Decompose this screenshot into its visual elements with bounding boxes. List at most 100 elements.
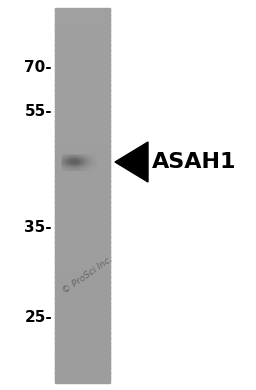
Bar <box>55 211 110 213</box>
Bar <box>77 166 78 167</box>
Bar <box>92 162 93 163</box>
Bar <box>88 164 89 165</box>
Bar <box>90 155 91 156</box>
Bar <box>94 160 95 161</box>
Bar <box>87 167 88 168</box>
Bar <box>55 227 110 229</box>
Bar <box>92 166 93 167</box>
Bar <box>93 161 94 162</box>
Bar <box>55 244 110 245</box>
Bar <box>70 168 71 169</box>
Bar <box>74 164 76 165</box>
Bar <box>73 157 74 158</box>
Bar <box>67 159 68 160</box>
Bar <box>79 166 80 167</box>
Bar <box>55 242 110 244</box>
Bar <box>55 51 110 53</box>
Bar <box>65 159 66 160</box>
Bar <box>69 155 70 156</box>
Bar <box>66 165 67 166</box>
Bar <box>88 163 89 164</box>
Bar <box>77 164 78 165</box>
Bar <box>83 168 84 169</box>
Bar <box>73 168 74 169</box>
Bar <box>72 160 73 161</box>
Bar <box>67 158 68 159</box>
Bar <box>78 161 79 162</box>
Bar <box>80 162 81 163</box>
Bar <box>87 168 88 169</box>
Bar <box>70 156 71 157</box>
Bar <box>82 159 83 160</box>
Bar <box>92 158 93 159</box>
Bar <box>94 166 95 167</box>
Bar <box>93 157 94 158</box>
Bar <box>90 165 91 166</box>
Bar <box>72 158 73 159</box>
Bar <box>55 55 110 57</box>
Bar <box>85 162 86 163</box>
Bar <box>69 163 70 164</box>
Bar <box>82 161 83 162</box>
Bar <box>84 160 86 161</box>
Bar <box>75 162 76 163</box>
Bar <box>74 157 75 158</box>
Bar <box>55 345 110 346</box>
Bar <box>88 167 89 168</box>
Bar <box>69 158 70 159</box>
Bar <box>80 155 81 156</box>
Bar <box>55 310 110 312</box>
Bar <box>94 158 95 159</box>
Bar <box>87 162 88 163</box>
Bar <box>91 161 92 162</box>
Bar <box>55 33 110 35</box>
Bar <box>55 250 110 252</box>
Bar <box>64 167 65 168</box>
Bar <box>85 165 86 166</box>
Bar <box>55 373 110 375</box>
Bar <box>83 167 84 168</box>
Bar <box>74 168 75 169</box>
Bar <box>76 163 77 164</box>
Bar <box>55 295 110 296</box>
Bar <box>80 162 81 163</box>
Bar <box>70 161 71 162</box>
Bar <box>88 158 89 159</box>
Bar <box>77 165 78 166</box>
Bar <box>76 156 77 157</box>
Bar <box>66 166 67 167</box>
Bar <box>72 158 73 159</box>
Bar <box>65 155 66 156</box>
Bar <box>55 277 110 279</box>
Bar <box>74 157 75 158</box>
Bar <box>67 164 68 165</box>
Bar <box>74 158 76 159</box>
Bar <box>89 164 90 165</box>
Bar <box>75 156 76 157</box>
Bar <box>94 164 95 165</box>
Bar <box>55 136 110 138</box>
Bar <box>65 160 66 161</box>
Bar <box>55 174 110 176</box>
Bar <box>65 163 66 164</box>
Bar <box>94 164 95 165</box>
Bar <box>94 164 95 165</box>
Bar <box>55 104 110 106</box>
Bar <box>71 164 72 165</box>
Bar <box>55 222 110 224</box>
Bar <box>73 165 74 166</box>
Bar <box>68 156 69 157</box>
Bar <box>83 162 84 163</box>
Bar <box>83 160 84 161</box>
Bar <box>86 163 87 164</box>
Bar <box>69 165 70 166</box>
Bar <box>89 158 90 159</box>
Bar <box>76 165 77 166</box>
Bar <box>73 164 74 165</box>
Bar <box>55 241 110 243</box>
Bar <box>83 165 84 166</box>
Bar <box>81 165 82 166</box>
Bar <box>90 165 91 166</box>
Bar <box>71 165 72 166</box>
Bar <box>55 165 110 167</box>
